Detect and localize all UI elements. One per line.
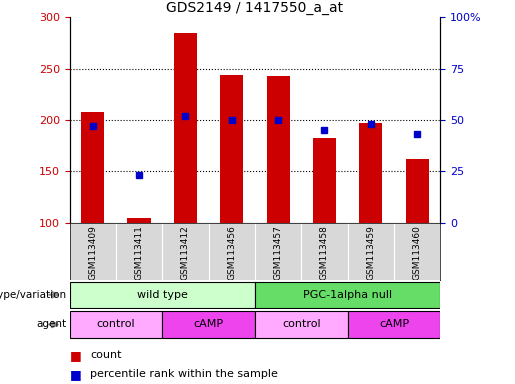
Text: control: control [282,319,320,329]
Text: percentile rank within the sample: percentile rank within the sample [90,369,278,379]
Text: GSM113457: GSM113457 [273,226,283,280]
Title: GDS2149 / 1417550_a_at: GDS2149 / 1417550_a_at [166,1,344,15]
Text: ■: ■ [70,349,81,362]
Text: PGC-1alpha null: PGC-1alpha null [303,290,392,300]
Bar [348,311,440,338]
Bar [359,123,382,223]
Bar [255,311,348,338]
Bar [70,282,255,308]
Text: count: count [90,350,122,360]
Text: control: control [97,319,135,329]
Bar [81,112,104,223]
Bar [267,76,289,223]
Text: GSM113460: GSM113460 [413,226,422,280]
Text: ■: ■ [70,368,81,381]
Bar [174,33,197,223]
Text: cAMP: cAMP [379,319,409,329]
Text: GSM113411: GSM113411 [134,226,144,280]
Text: GSM113412: GSM113412 [181,226,190,280]
Text: GSM113456: GSM113456 [227,226,236,280]
Bar [70,311,162,338]
Text: genotype/variation: genotype/variation [0,290,67,300]
Bar [255,282,440,308]
Text: agent: agent [37,319,67,329]
Bar [128,218,150,223]
Text: GSM113458: GSM113458 [320,226,329,280]
Text: GSM113409: GSM113409 [88,226,97,280]
Text: cAMP: cAMP [194,319,224,329]
Text: GSM113459: GSM113459 [366,226,375,280]
Bar [405,159,428,223]
Bar [220,75,243,223]
Bar [162,311,255,338]
Text: wild type: wild type [137,290,187,300]
Bar [313,139,336,223]
